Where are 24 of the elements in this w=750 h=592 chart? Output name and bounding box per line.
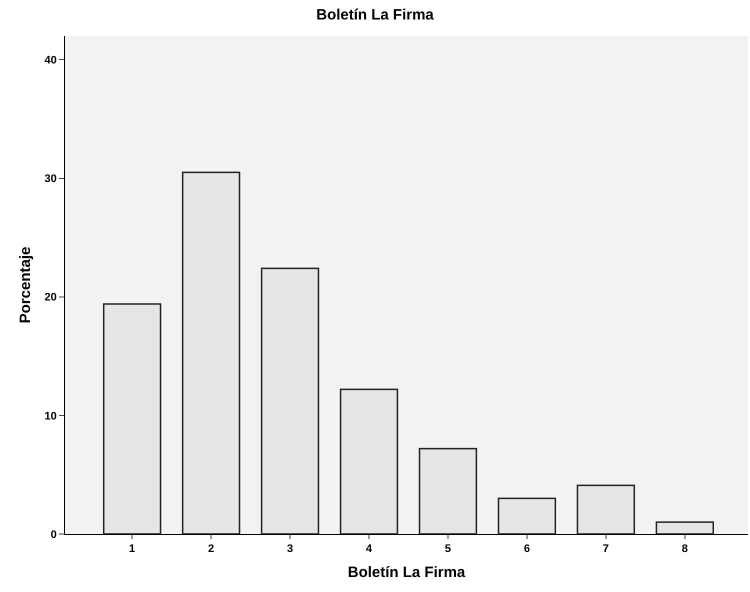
y-tick-label: 30: [44, 173, 57, 186]
y-tick-label: 40: [44, 54, 57, 67]
bar: [576, 484, 636, 534]
x-tick-label: 5: [444, 543, 452, 556]
x-axis-title: Boletín La Firma: [348, 564, 466, 582]
y-tick-label: 20: [44, 292, 57, 304]
bar: [656, 521, 714, 534]
x-tick-label: 7: [602, 543, 609, 556]
x-tick-label: 8: [682, 543, 688, 556]
x-tick-label: 2: [208, 543, 214, 556]
bar: [340, 388, 398, 534]
bar: [418, 448, 478, 534]
x-tick-label: 3: [286, 543, 294, 556]
bar: [498, 498, 556, 534]
y-axis-title: Porcentaje: [16, 246, 34, 324]
x-tick-label: 6: [524, 543, 530, 556]
y-tick-label: 10: [44, 410, 57, 422]
y-tick-label: 0: [50, 528, 57, 541]
bar: [260, 268, 320, 534]
x-tick-label: 1: [129, 543, 136, 556]
bar: [102, 303, 162, 534]
x-tick-label: 4: [366, 543, 373, 556]
chart-title: Boletín La Firma: [316, 6, 434, 24]
bar: [182, 172, 240, 534]
